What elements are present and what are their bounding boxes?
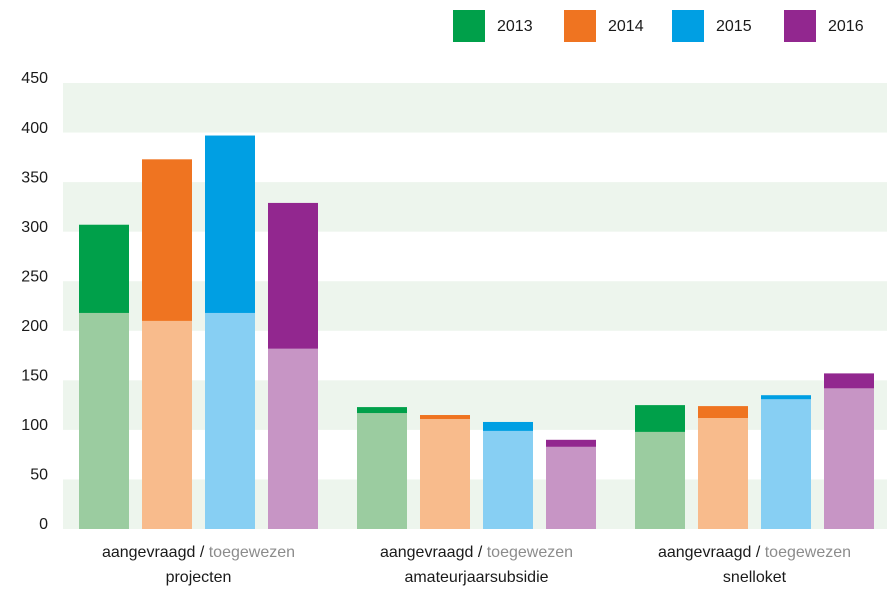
- legend-swatch: [453, 10, 485, 42]
- separator: /: [756, 544, 761, 561]
- bar-granted: [635, 431, 685, 529]
- group-sublabel: aangevraagd / toegewezen: [658, 544, 851, 561]
- bar-granted: [142, 320, 192, 529]
- y-tick-label: 450: [21, 70, 48, 87]
- requested-label: aangevraagd: [380, 544, 473, 561]
- requested-label: aangevraagd: [102, 544, 195, 561]
- y-tick-label: 200: [21, 318, 48, 335]
- separator: /: [200, 544, 205, 561]
- bar-granted: [546, 446, 596, 529]
- legend-label: 2015: [716, 18, 752, 35]
- bar-granted: [357, 413, 407, 529]
- group-sublabel: aangevraagd / toegewezen: [380, 544, 573, 561]
- y-tick-label: 350: [21, 169, 48, 186]
- y-tick-label: 400: [21, 120, 48, 137]
- separator: /: [478, 544, 483, 561]
- bar-granted: [698, 417, 748, 529]
- x-tick-label: snelloket: [723, 569, 787, 586]
- x-tick-label: projecten: [166, 569, 232, 586]
- legend-label: 2016: [828, 18, 864, 35]
- y-tick-label: 0: [39, 516, 48, 533]
- bar-granted: [420, 418, 470, 529]
- requested-label: aangevraagd: [658, 544, 751, 561]
- bar-granted: [483, 430, 533, 529]
- legend-swatch: [672, 10, 704, 42]
- group-sublabel: aangevraagd / toegewezen: [102, 544, 295, 561]
- y-tick-label: 250: [21, 268, 48, 285]
- bar-granted: [268, 348, 318, 529]
- grid-band: [63, 83, 887, 133]
- grid-band: [63, 182, 887, 232]
- y-tick-label: 150: [21, 368, 48, 385]
- grid-band: [63, 380, 887, 430]
- granted-label: toegewezen: [487, 544, 573, 561]
- legend-swatch: [784, 10, 816, 42]
- legend-label: 2014: [608, 18, 644, 35]
- grid-band: [63, 479, 887, 529]
- bar-granted: [824, 388, 874, 529]
- grid-band: [63, 281, 887, 331]
- legend-label: 2013: [497, 18, 533, 35]
- y-tick-label: 100: [21, 417, 48, 434]
- bar-granted: [761, 399, 811, 529]
- granted-label: toegewezen: [209, 544, 295, 561]
- y-tick-label: 50: [30, 467, 48, 484]
- bar-granted: [79, 312, 129, 529]
- bar-granted: [205, 312, 255, 529]
- granted-label: toegewezen: [765, 544, 851, 561]
- y-tick-label: 300: [21, 219, 48, 236]
- legend-swatch: [564, 10, 596, 42]
- x-tick-label: amateurjaarsubsidie: [404, 569, 548, 586]
